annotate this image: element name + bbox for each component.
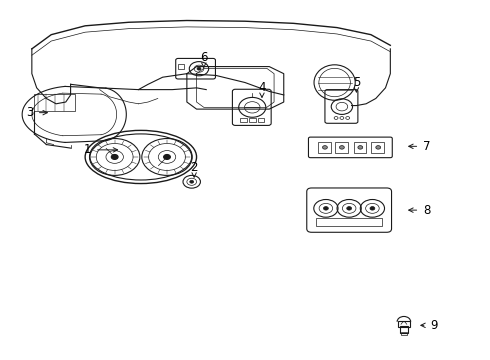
- Bar: [34, 94, 75, 111]
- Bar: [401, 332, 407, 335]
- Text: 9: 9: [430, 319, 438, 332]
- Text: 6: 6: [200, 51, 208, 64]
- Bar: [371, 142, 384, 153]
- Text: 7: 7: [423, 140, 430, 153]
- Bar: [240, 118, 247, 122]
- Circle shape: [322, 145, 327, 149]
- Text: 8: 8: [423, 204, 430, 217]
- Bar: [398, 321, 410, 327]
- Bar: [317, 218, 382, 226]
- Text: 2: 2: [191, 161, 198, 174]
- Bar: [335, 142, 348, 153]
- Bar: [318, 142, 331, 153]
- Circle shape: [111, 154, 118, 159]
- Circle shape: [340, 145, 344, 149]
- Circle shape: [164, 154, 171, 159]
- Circle shape: [370, 207, 375, 210]
- Text: 1: 1: [84, 143, 91, 156]
- Circle shape: [323, 207, 328, 210]
- Text: 4: 4: [258, 81, 266, 94]
- Bar: [258, 118, 265, 122]
- Bar: [249, 118, 256, 122]
- Circle shape: [190, 180, 194, 183]
- Text: 3: 3: [26, 106, 33, 119]
- Circle shape: [376, 145, 381, 149]
- Circle shape: [358, 145, 363, 149]
- Text: 5: 5: [353, 76, 360, 89]
- Bar: [353, 142, 366, 153]
- Circle shape: [197, 67, 201, 70]
- Bar: [399, 327, 408, 333]
- Bar: [178, 64, 184, 69]
- Circle shape: [347, 207, 352, 210]
